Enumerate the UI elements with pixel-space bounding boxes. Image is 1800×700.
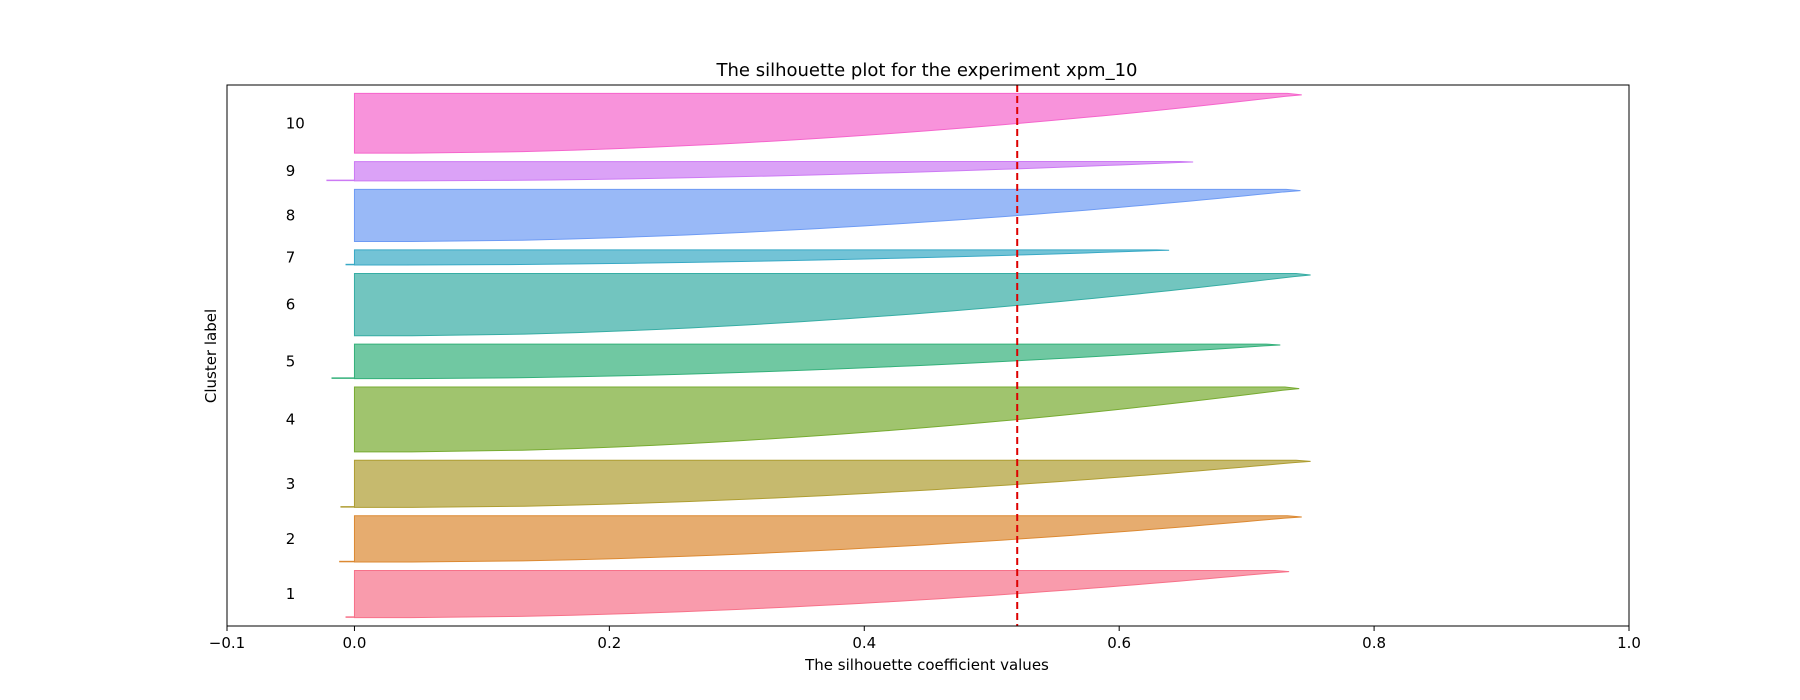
y-axis-title: Cluster label [202, 309, 220, 403]
x-axis: −0.1 0.0 0.2 0.4 0.6 0.8 1.0 [209, 626, 1641, 652]
x-tick-label: 0.6 [1107, 634, 1131, 652]
cluster-6-silhouette [353, 272, 1311, 337]
cluster-3-silhouette [353, 459, 1311, 508]
cluster-label-2: 2 [286, 530, 296, 548]
x-tick-label: 0.8 [1362, 634, 1386, 652]
x-axis-title: The silhouette coefficient values [804, 656, 1049, 674]
cluster-label-5: 5 [286, 352, 296, 370]
cluster-9-silhouette [353, 161, 1194, 182]
x-tick-label: 0.4 [852, 634, 876, 652]
cluster-1-silhouette [353, 569, 1290, 619]
cluster-2-silhouette [353, 515, 1302, 563]
plot-area: 1 2 3 4 5 6 7 8 9 10 [286, 85, 1311, 626]
cluster-label-9: 9 [286, 162, 296, 180]
cluster-label-4: 4 [286, 410, 296, 428]
cluster-10-silhouette [353, 92, 1302, 154]
cluster-8-silhouette [353, 188, 1301, 242]
cluster-label-8: 8 [286, 206, 296, 224]
cluster-4-silhouette [353, 386, 1300, 453]
cluster-5-silhouette [353, 343, 1281, 380]
cluster-label-7: 7 [286, 248, 296, 266]
cluster-7-silhouette [353, 249, 1170, 266]
x-tick-label: 0.0 [343, 634, 367, 652]
cluster-label-3: 3 [286, 475, 296, 493]
plot-frame [226, 84, 1630, 627]
cluster-label-10: 10 [286, 114, 305, 132]
cluster-label-1: 1 [286, 585, 296, 603]
cluster-label-6: 6 [286, 296, 296, 314]
x-tick-label: −0.1 [209, 634, 245, 652]
x-tick-label: 1.0 [1617, 634, 1641, 652]
chart-title: The silhouette plot for the experiment x… [716, 60, 1138, 81]
x-tick-label: 0.2 [597, 634, 621, 652]
